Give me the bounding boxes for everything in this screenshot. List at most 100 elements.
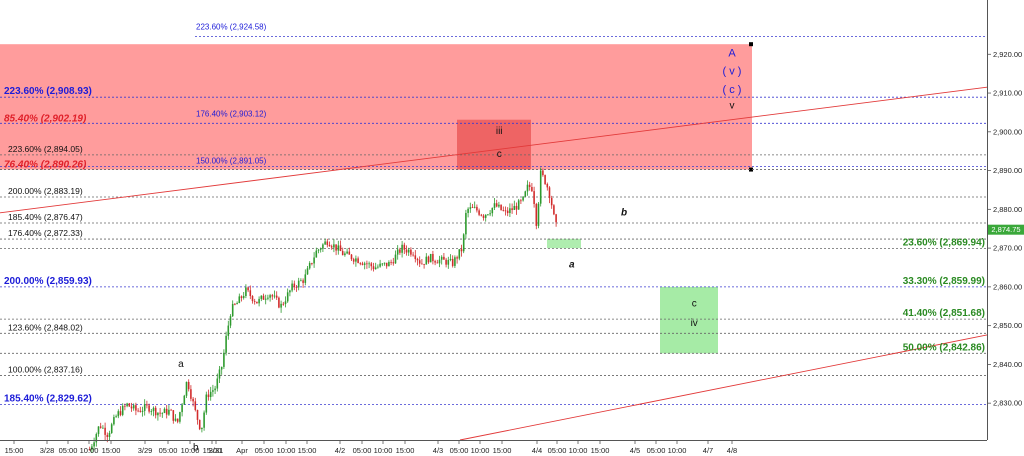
fib-label: 23.60% (2,869.94) bbox=[903, 237, 985, 248]
candle-body bbox=[502, 210, 505, 211]
candle-body bbox=[128, 403, 131, 407]
candle-body bbox=[253, 301, 256, 302]
candle-body bbox=[449, 258, 452, 260]
y-tick-label: 2,860.00 bbox=[993, 282, 1022, 291]
zone-dark_red bbox=[457, 119, 531, 170]
candle-body bbox=[500, 204, 502, 211]
candle-body bbox=[110, 424, 113, 433]
candle-body bbox=[218, 369, 221, 379]
candle-body bbox=[410, 249, 412, 255]
candle-body bbox=[330, 246, 333, 248]
candle-body bbox=[174, 418, 177, 421]
candle-body bbox=[341, 250, 344, 256]
x-tick-label: 15:00 bbox=[396, 446, 415, 455]
candle-body bbox=[421, 263, 423, 265]
candle-body bbox=[165, 408, 168, 415]
fib-label: 200.00% (2,883.19) bbox=[8, 186, 83, 196]
candle-body bbox=[102, 427, 104, 429]
candle-body bbox=[335, 244, 337, 251]
candle-body bbox=[350, 254, 353, 260]
candle-body bbox=[170, 409, 172, 411]
candle-body bbox=[374, 267, 377, 270]
wave-labels-layer: A ( v ) ( c ) v iii c b a c iv a b bbox=[178, 47, 741, 453]
candle-body bbox=[260, 295, 263, 299]
candle-body bbox=[289, 290, 291, 293]
x-tick-label: 05:00 bbox=[159, 446, 178, 455]
wave-label: A bbox=[728, 47, 736, 59]
x-tick-label: 4/3 bbox=[433, 446, 443, 455]
candle-body bbox=[511, 208, 513, 210]
candle-body bbox=[146, 404, 148, 406]
x-tick-label: 4/4 bbox=[532, 446, 542, 455]
wave-label: a bbox=[569, 260, 575, 271]
zone-red bbox=[0, 44, 752, 170]
zone-corner-marker bbox=[749, 42, 753, 47]
candle-body bbox=[368, 263, 370, 265]
candle-body bbox=[278, 297, 280, 308]
candle-body bbox=[152, 407, 155, 412]
candle-body bbox=[471, 207, 474, 209]
candle-body bbox=[291, 283, 293, 291]
y-tick-label: 2,890.00 bbox=[993, 166, 1022, 175]
candle-body bbox=[460, 249, 463, 252]
fib-label: 176.40% (2,903.12) bbox=[196, 110, 267, 119]
candle-body bbox=[487, 214, 489, 216]
candle-body bbox=[537, 203, 540, 226]
x-tick-label: 10:00 bbox=[668, 446, 687, 455]
candle-body bbox=[328, 244, 331, 247]
x-axis-ticks: 15:00 3/28 05:00 10:00 15:00 3/29 05:00 10:00 15… bbox=[5, 440, 737, 455]
candle-body bbox=[311, 263, 313, 264]
candle-body bbox=[363, 263, 366, 265]
candle-body bbox=[542, 170, 544, 176]
candle-body bbox=[401, 244, 403, 253]
candle-body bbox=[456, 257, 458, 259]
wave-label: ( v ) bbox=[723, 66, 742, 78]
trendlines-layer bbox=[0, 86, 988, 441]
candle-body bbox=[443, 256, 445, 260]
candle-body bbox=[115, 416, 117, 418]
x-tick-label: 10:00 bbox=[80, 446, 99, 455]
candle-body bbox=[352, 259, 355, 262]
candle-body bbox=[344, 253, 346, 256]
candle-body bbox=[445, 259, 447, 265]
wave-label: a bbox=[178, 359, 184, 370]
candle-body bbox=[194, 401, 197, 411]
candle-body bbox=[280, 303, 282, 308]
candle-body bbox=[240, 296, 243, 298]
candle-body bbox=[491, 207, 494, 214]
candle-body bbox=[399, 249, 401, 253]
candle-body bbox=[302, 280, 304, 283]
candle-body bbox=[88, 449, 91, 451]
x-tick-label: 4/5 bbox=[630, 446, 640, 455]
candle-body bbox=[99, 426, 102, 428]
wave-label: iii bbox=[496, 126, 503, 137]
last-price-box bbox=[988, 224, 1024, 235]
candle-body bbox=[176, 418, 179, 422]
wave-label: ( c ) bbox=[723, 84, 742, 96]
candle-body bbox=[359, 262, 362, 264]
y-tick-label: 2,840.00 bbox=[993, 360, 1022, 369]
fib-label: 223.60% (2,924.58) bbox=[196, 23, 267, 32]
candle-body bbox=[130, 406, 133, 409]
x-tick-label: 15:00 bbox=[493, 446, 512, 455]
candle-body bbox=[185, 381, 188, 396]
x-tick-label: 15:00 bbox=[298, 446, 317, 455]
candle-body bbox=[315, 250, 318, 258]
candle-body bbox=[157, 412, 159, 416]
x-tick-label: 10:00 bbox=[277, 446, 296, 455]
candle-body bbox=[192, 398, 194, 402]
x-tick-label: 10:00 bbox=[569, 446, 588, 455]
candle-body bbox=[465, 212, 467, 235]
candle-body bbox=[308, 263, 311, 269]
last-price-tag: 2,874.75 bbox=[988, 224, 1024, 235]
candle-body bbox=[403, 244, 406, 250]
candle-body bbox=[383, 262, 386, 264]
candle-body bbox=[205, 394, 208, 413]
candle-body bbox=[225, 335, 227, 353]
x-tick-label: 4/8 bbox=[727, 446, 737, 455]
candle-body bbox=[269, 295, 271, 298]
candle-body bbox=[126, 403, 128, 407]
candle-body bbox=[141, 410, 144, 412]
candle-body bbox=[196, 410, 199, 420]
candle-body bbox=[522, 196, 524, 201]
